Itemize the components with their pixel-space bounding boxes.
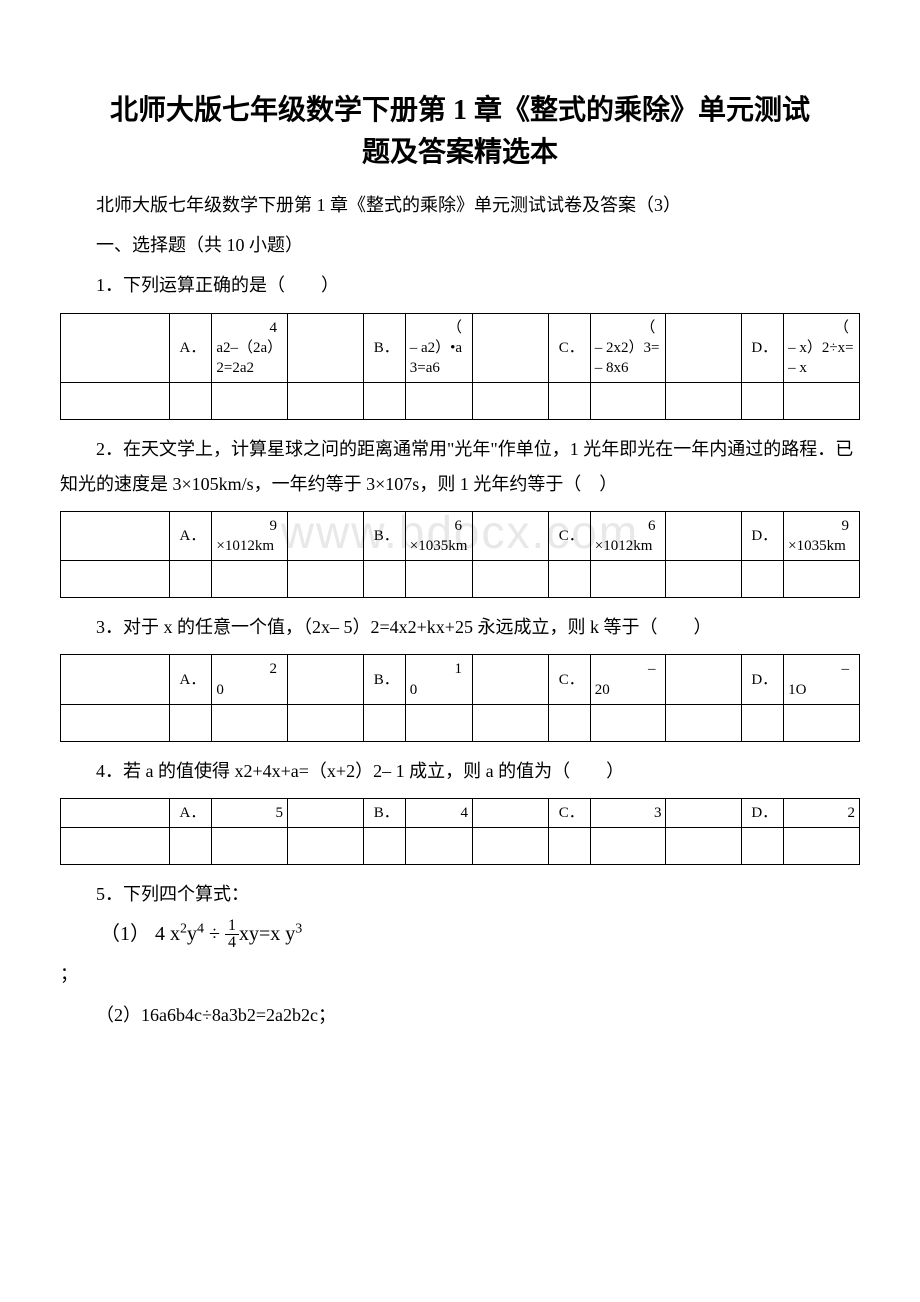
cell-blank <box>61 799 170 828</box>
item-prefix: （1） <box>100 923 150 945</box>
option-letter-c: C． <box>548 655 590 705</box>
cell-blank <box>666 313 742 383</box>
cell-blank <box>473 799 549 828</box>
option-letter-d: D． <box>742 511 784 561</box>
option-b: （– a2）•a3=a6 <box>405 313 472 383</box>
option-letter-b: B． <box>363 799 405 828</box>
option-b: 6×1035km <box>405 511 472 561</box>
cell-blank <box>666 511 742 561</box>
section-heading: 一、选择题（共 10 小题） <box>60 228 860 262</box>
question-5-item-1: （1） 4 x2y4 ÷ 14xy=x y3 <box>100 918 860 952</box>
option-letter-c: C． <box>548 511 590 561</box>
cell-blank <box>288 511 364 561</box>
option-c: 3 <box>590 799 666 828</box>
option-d: –1O <box>784 655 860 705</box>
subtitle: 北师大版七年级数学下册第 1 章《整式的乘除》单元测试试卷及答案（3） <box>60 188 860 222</box>
question-1-options: A． 4a2–（2a）2=2a2 B． （– a2）•a3=a6 C． （– 2… <box>60 313 860 421</box>
page-title: 北师大版七年级数学下册第 1 章《整式的乘除》单元测试 题及答案精选本 <box>60 90 860 174</box>
option-d: （– x）2÷x=– x <box>784 313 860 383</box>
option-letter-d: D． <box>742 799 784 828</box>
option-c: –20 <box>590 655 666 705</box>
option-letter-a: A． <box>170 511 212 561</box>
option-letter-c: C． <box>548 313 590 383</box>
question-3-text: 3．对于 x 的任意一个值，（2x– 5）2=4x2+kx+25 永远成立，则 … <box>60 610 860 644</box>
cell-blank <box>666 655 742 705</box>
cell-blank <box>61 655 170 705</box>
table-row <box>61 704 860 741</box>
table-row <box>61 828 860 865</box>
fraction: 14 <box>225 918 239 951</box>
cell-blank <box>288 655 364 705</box>
table-row: A． 9×1012km B． 6×1035km C． 6×1012km D． 9… <box>61 511 860 561</box>
cell-blank <box>288 313 364 383</box>
option-a: 20 <box>212 655 288 705</box>
table-row: A． 5 B． 4 C． 3 D． 2 <box>61 799 860 828</box>
option-c: （– 2x2）3=– 8x6 <box>590 313 666 383</box>
question-3-options: A． 20 B． 10 C． –20 D． –1O <box>60 654 860 742</box>
question-2-options: A． 9×1012km B． 6×1035km C． 6×1012km D． 9… <box>60 511 860 599</box>
option-letter-a: A． <box>170 799 212 828</box>
cell-blank <box>473 511 549 561</box>
option-b: 4 <box>405 799 472 828</box>
option-letter-a: A． <box>170 313 212 383</box>
table-row: A． 20 B． 10 C． –20 D． –1O <box>61 655 860 705</box>
question-4-text: 4．若 a 的值使得 x2+4x+a=（x+2）2– 1 成立，则 a 的值为（… <box>60 754 860 788</box>
semicolon: ； <box>60 957 860 991</box>
cell-blank <box>288 799 364 828</box>
title-line-2: 题及答案精选本 <box>362 137 558 168</box>
question-5-item-2: （2）16a6b4c÷8a3b2=2a2b2c； <box>60 998 860 1032</box>
cell-blank <box>61 511 170 561</box>
option-a: 9×1012km <box>212 511 288 561</box>
title-line-1: 北师大版七年级数学下册第 1 章《整式的乘除》单元测试 <box>110 95 810 126</box>
cell-blank <box>61 313 170 383</box>
option-letter-a: A． <box>170 655 212 705</box>
option-a: 5 <box>212 799 288 828</box>
cell-blank <box>473 313 549 383</box>
option-letter-b: B． <box>363 655 405 705</box>
option-letter-b: B． <box>363 511 405 561</box>
cell-blank <box>473 655 549 705</box>
table-row: A． 4a2–（2a）2=2a2 B． （– a2）•a3=a6 C． （– 2… <box>61 313 860 383</box>
table-row <box>61 383 860 420</box>
option-letter-b: B． <box>363 313 405 383</box>
question-4-options: A． 5 B． 4 C． 3 D． 2 <box>60 798 860 865</box>
option-letter-d: D． <box>742 655 784 705</box>
formula-text: 4 x2y4 ÷ <box>155 923 225 945</box>
question-1-text: 1．下列运算正确的是（ ） <box>60 268 860 302</box>
table-row <box>61 561 860 598</box>
formula-text-2: xy=x y3 <box>239 923 302 945</box>
option-c: 6×1012km <box>590 511 666 561</box>
option-letter-c: C． <box>548 799 590 828</box>
option-d: 2 <box>784 799 860 828</box>
option-d: 9×1035km <box>784 511 860 561</box>
question-5-text: 5．下列四个算式： <box>60 877 860 911</box>
question-2-text: 2．在天文学上，计算星球之问的距离通常用"光年"作单位，1 光年即光在一年内通过… <box>60 432 860 500</box>
option-a: 4a2–（2a）2=2a2 <box>212 313 288 383</box>
option-b: 10 <box>405 655 472 705</box>
option-letter-d: D． <box>742 313 784 383</box>
cell-blank <box>666 799 742 828</box>
